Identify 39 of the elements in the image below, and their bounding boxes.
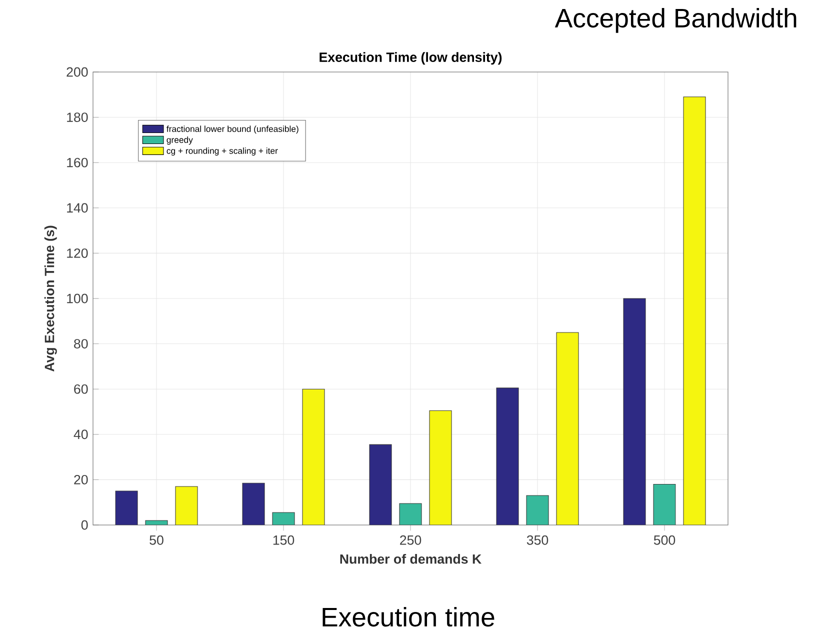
y-tick-label: 120 — [67, 248, 88, 258]
x-tick-label: 500 — [654, 535, 676, 545]
bar — [399, 503, 422, 525]
bar — [145, 520, 168, 525]
text: Execution time — [322, 607, 494, 627]
bar — [272, 512, 295, 525]
legend-label: cg + rounding + scaling + iter — [166, 148, 278, 156]
bar — [369, 444, 392, 525]
y-tick-label: 160 — [67, 158, 88, 168]
bar — [175, 486, 198, 525]
legend-label: fractional lower bound (unfeasible) — [166, 126, 298, 134]
x-tick-label: 250 — [400, 535, 422, 545]
bar — [115, 490, 138, 525]
x-tick-label: 350 — [526, 535, 548, 545]
x-tick-label: 150 — [273, 535, 294, 545]
y-tick-label: 180 — [67, 112, 88, 122]
y-tick-label: 40 — [74, 430, 88, 440]
bar — [496, 388, 519, 525]
x-axis-title: Number of demands K — [340, 554, 482, 564]
bar — [683, 96, 706, 525]
bar — [653, 484, 676, 525]
y-tick-label: 20 — [74, 474, 88, 484]
bar — [526, 495, 549, 525]
y-tick-label: 0 — [81, 520, 88, 530]
bar — [556, 332, 579, 525]
y-tick-label: 100 — [67, 294, 88, 304]
bar — [429, 410, 452, 525]
chart-title: Execution Time (low density) — [320, 52, 502, 65]
x-tick-label: 50 — [150, 535, 164, 545]
y-axis-title: Avg Execution Time (s) — [44, 226, 57, 372]
y-tick-label: 60 — [74, 384, 88, 394]
text: Accepted Bandwidth — [554, 8, 796, 33]
legend-label: greedy — [166, 136, 193, 145]
y-tick-label: 140 — [67, 203, 88, 213]
bar — [242, 482, 265, 525]
bar — [623, 298, 646, 525]
y-tick-label: 200 — [66, 67, 88, 77]
y-tick-label: 80 — [74, 339, 88, 348]
bar — [302, 388, 325, 525]
